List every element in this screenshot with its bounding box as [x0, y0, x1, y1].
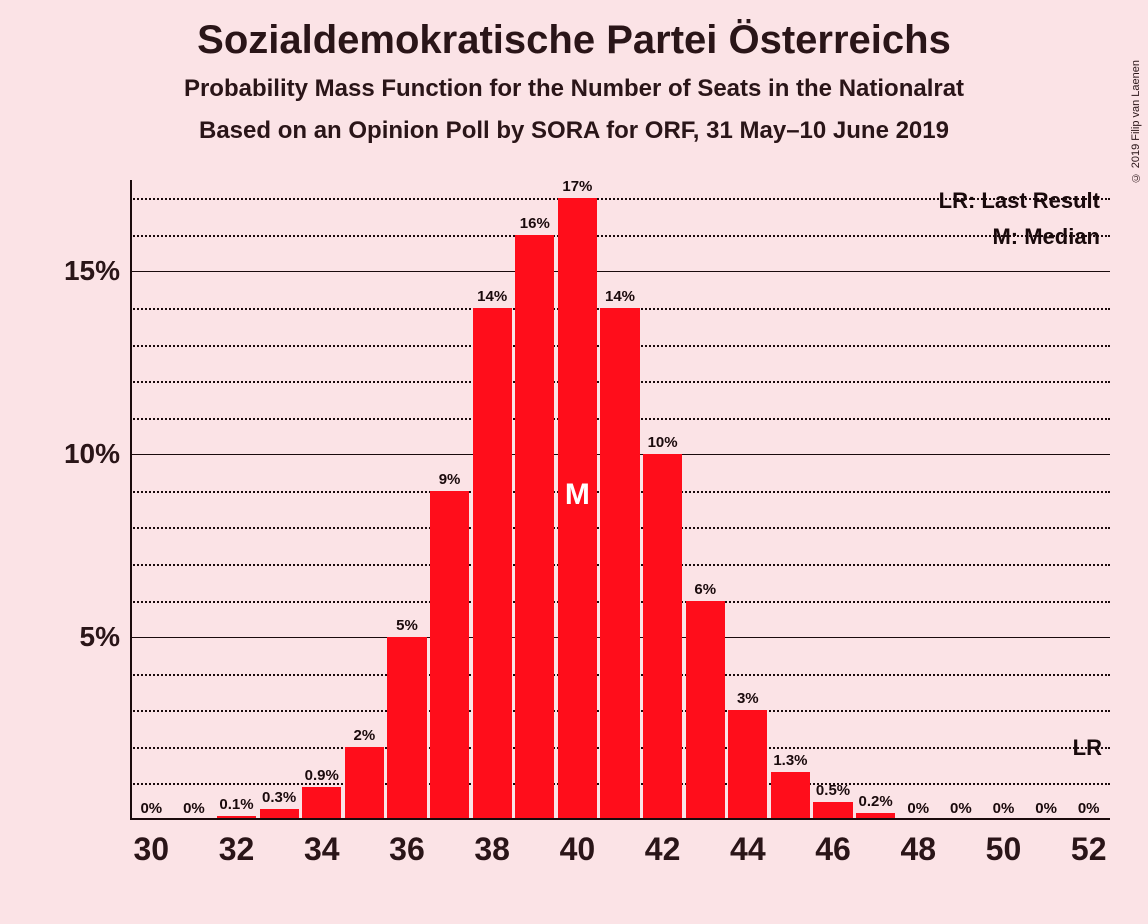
bar-value-label: 0.5%	[816, 782, 850, 799]
bar-value-label: 0%	[1078, 800, 1100, 817]
median-marker: M	[565, 478, 590, 512]
bar	[260, 809, 299, 818]
bar-value-label: 0%	[950, 800, 972, 817]
chart-title: Sozialdemokratische Partei Österreichs	[0, 0, 1148, 63]
x-tick-label: 48	[900, 831, 936, 868]
bar-value-label: 6%	[694, 581, 716, 598]
bar-value-label: 9%	[439, 471, 461, 488]
bar-value-label: 0%	[907, 800, 929, 817]
y-tick-label: 15%	[64, 255, 120, 287]
bar-value-label: 10%	[648, 434, 678, 451]
plot-area: LR: Last Result M: Median 0% 0% 0.1% 0.3% 0.…	[130, 180, 1110, 820]
x-tick-label: 44	[730, 831, 766, 868]
x-tick-label: 52	[1071, 831, 1107, 868]
bar	[345, 747, 384, 818]
gridline-major	[130, 271, 1110, 272]
bar-value-label: 14%	[477, 288, 507, 305]
bar-value-label: 14%	[605, 288, 635, 305]
bar-value-label: 0%	[183, 800, 205, 817]
bar-value-label: 2%	[354, 727, 376, 744]
bar-value-label: 0.2%	[859, 793, 893, 810]
bar-value-label: 5%	[396, 617, 418, 634]
bar-value-label: 0.3%	[262, 789, 296, 806]
x-tick-label: 32	[219, 831, 255, 868]
bar-value-label: 0%	[140, 800, 162, 817]
bar	[430, 491, 469, 818]
x-tick-label: 30	[134, 831, 170, 868]
bar	[387, 637, 426, 818]
bar	[600, 308, 639, 818]
bar-value-label: 1.3%	[773, 752, 807, 769]
copyright-text: © 2019 Filip van Laenen	[1130, 60, 1142, 183]
chart-container: Sozialdemokratische Partei Österreichs P…	[0, 0, 1148, 924]
y-tick-label: 10%	[64, 438, 120, 470]
legend-median: M: Median	[992, 224, 1100, 250]
y-axis	[130, 180, 132, 820]
bar-value-label: 0.9%	[305, 767, 339, 784]
bar	[643, 454, 682, 818]
bar-value-label: 0%	[993, 800, 1015, 817]
chart-subtitle: Probability Mass Function for the Number…	[0, 75, 1148, 103]
gridline-minor	[130, 235, 1110, 237]
last-result-marker: LR	[1073, 735, 1102, 761]
x-axis	[130, 818, 1110, 820]
bar-value-label: 3%	[737, 690, 759, 707]
x-tick-label: 50	[986, 831, 1022, 868]
bar-value-label: 17%	[562, 178, 592, 195]
bar	[515, 235, 554, 818]
x-tick-label: 34	[304, 831, 340, 868]
bar	[302, 787, 341, 818]
bar	[771, 772, 810, 818]
chart-subtitle2: Based on an Opinion Poll by SORA for ORF…	[0, 117, 1148, 145]
x-tick-label: 38	[474, 831, 510, 868]
x-tick-label: 36	[389, 831, 425, 868]
bar	[813, 802, 852, 818]
x-tick-label: 40	[560, 831, 596, 868]
bar-value-label: 16%	[520, 215, 550, 232]
legend-last-result: LR: Last Result	[939, 188, 1100, 214]
bar	[686, 601, 725, 818]
x-tick-label: 46	[815, 831, 851, 868]
y-tick-label: 5%	[80, 621, 120, 653]
bar	[473, 308, 512, 818]
x-tick-label: 42	[645, 831, 681, 868]
bar-value-label: 0%	[1035, 800, 1057, 817]
gridline-minor	[130, 198, 1110, 200]
bar-value-label: 0.1%	[219, 796, 253, 813]
bar	[728, 710, 767, 818]
